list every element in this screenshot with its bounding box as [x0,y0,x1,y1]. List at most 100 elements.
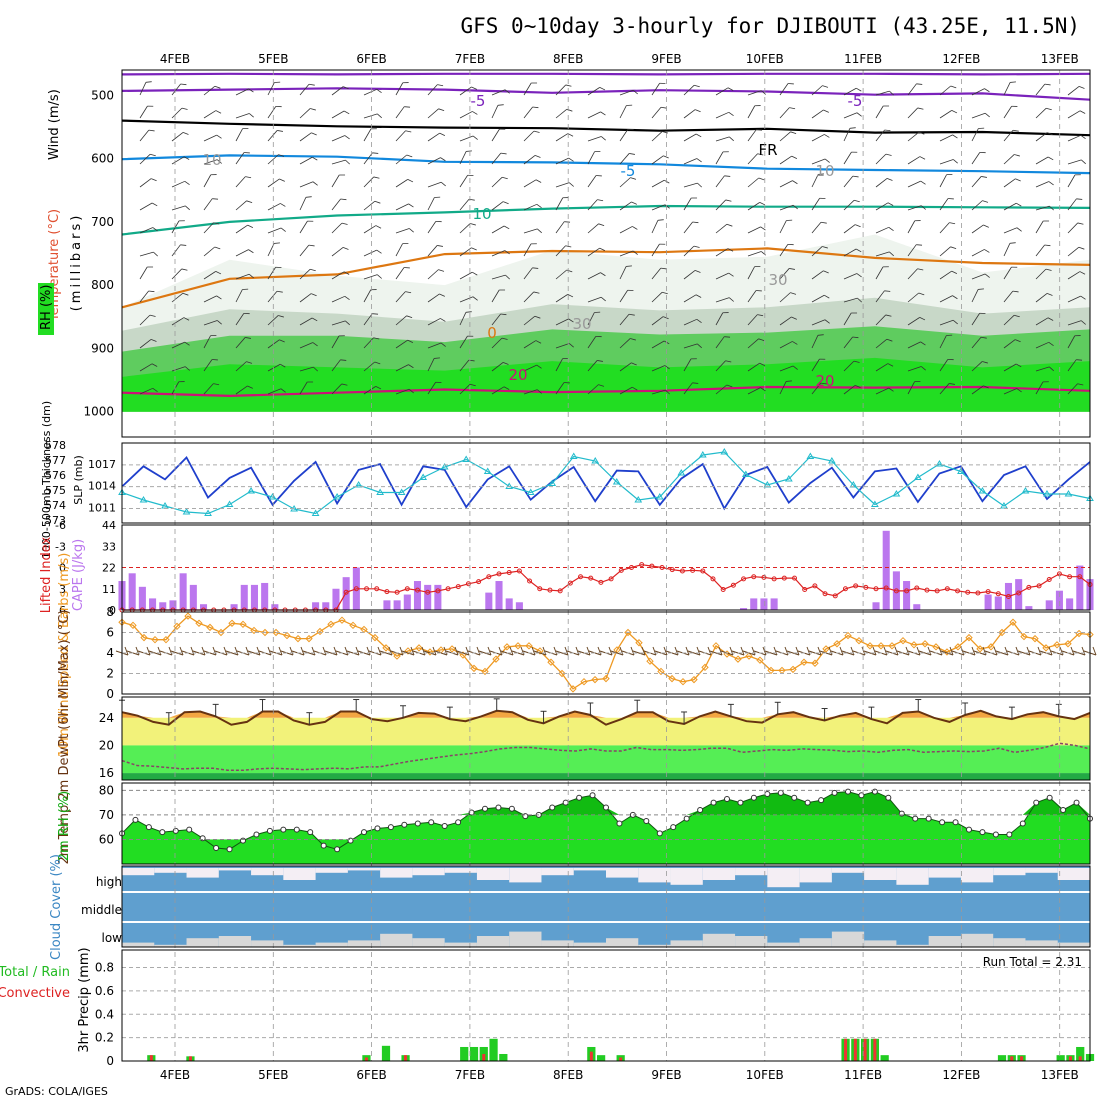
wind-barb [1003,266,1018,280]
y-tick-thickness: 577 [45,454,66,467]
cloud-low-block [315,942,348,947]
wind10-point [1042,644,1050,652]
wind-barb [875,314,892,326]
legend-rh: RH (%) [39,285,54,330]
wind10-barb-flag [795,646,800,656]
wind10-barb-flag [399,646,404,656]
wind10-barb-flag [586,646,591,656]
rh-point [293,826,300,833]
lifted-index-point [1026,584,1032,590]
wind10-barb-flag [146,646,151,656]
wind-barb [395,130,412,142]
cape-bar [1045,600,1053,610]
wind-barb [811,221,827,234]
wind-barb [267,315,284,326]
wind-barb [523,364,542,372]
y-tick-thickness: 576 [45,469,66,482]
wind10-barb-flag [289,646,294,656]
precip-convective-bar [364,1057,368,1061]
rh-point [401,821,408,828]
cloud-low-block [380,933,413,947]
wind10-barb-flag [388,646,393,656]
wind10-point [492,655,500,663]
wind-barb [235,361,253,372]
wind-barb [1003,202,1022,211]
wind-barb [907,268,924,280]
wind10-point [327,620,335,629]
rh-point [508,805,515,812]
wind-barb [1035,293,1053,303]
wind-barb [747,105,761,119]
wind-barb [587,311,601,326]
wind-barb [715,151,729,165]
cloud-level-middle: middle [81,903,122,917]
wind-barb [747,290,762,303]
wind-barb [907,244,923,257]
wind-barb [171,268,188,280]
precip-total-bar [489,1038,498,1061]
panel-marks: -5 -5 FR -5 10 0 20 20 10 10 30 30 [115,72,1097,1061]
wind-barb [1003,339,1021,349]
wind10-point [536,647,544,655]
wind10-barb-flag [663,646,668,656]
cloud-fill [122,866,1090,947]
wind-barb [1035,244,1051,257]
wind10-point [481,667,489,676]
thickness-point [333,493,341,500]
wind10-point [1009,618,1017,626]
wind-barb [939,334,953,349]
cape-bar [1076,565,1084,610]
cloud-high-block [380,868,413,878]
wind-barb [203,85,221,96]
wind10-point [745,652,753,660]
lifted-index-point [710,576,716,582]
cape-bar [169,600,177,610]
wind-barb [811,197,826,211]
wind-barb [139,105,154,119]
wind10-point [932,643,940,651]
wind-barb [843,175,859,188]
wind-barb [459,111,478,119]
wind10-barb-flag [410,646,415,656]
wind10-barb [973,650,987,656]
ylabel-wind: Wind (m/s) [47,89,62,160]
wind10-point [525,642,533,650]
wind-barb [779,380,792,395]
isotherm-line [121,87,1091,101]
cloud-low-block [186,938,219,947]
wind-barb [299,293,317,303]
y-tick-temp: 24 [99,711,114,725]
wind-barb [779,219,793,234]
wind-barb [875,178,893,188]
thickness-point [871,500,879,507]
wind10-point [547,658,555,666]
cape-bar [149,598,157,610]
wind10-point [987,643,995,651]
wind10-barb-flag [333,646,338,656]
wind10-barb-flag [1059,646,1064,656]
wind10-barb-flag [619,646,624,656]
x-tick-date-bottom: 11FEB [844,1068,882,1082]
lifted-index-point [608,576,614,582]
isotherm-line [121,72,1091,76]
wind-barb [331,86,349,96]
x-tick-date-bottom: 13FEB [1041,1068,1079,1082]
wind-barb [1003,227,1022,234]
ylabel-thickness: 1000-500mb Thickness (dm) [40,401,53,559]
wind10-point [426,648,434,656]
wind-barb [779,243,794,257]
wind10-point [943,648,951,656]
wind-barb [203,295,222,303]
precip-total-bar [1056,1055,1065,1061]
thickness-point [569,452,578,459]
wind10-barb-flag [861,646,866,656]
wind-barb [299,268,316,280]
wind10-point [668,674,676,683]
y-tick-precip: 0 [106,1054,114,1068]
wind-barb [555,133,574,142]
rh-point [549,804,556,811]
wind-barb [811,294,830,303]
wind10-barb-flag [1004,646,1009,656]
wind-barb [843,273,862,280]
wind10-point [844,631,852,640]
